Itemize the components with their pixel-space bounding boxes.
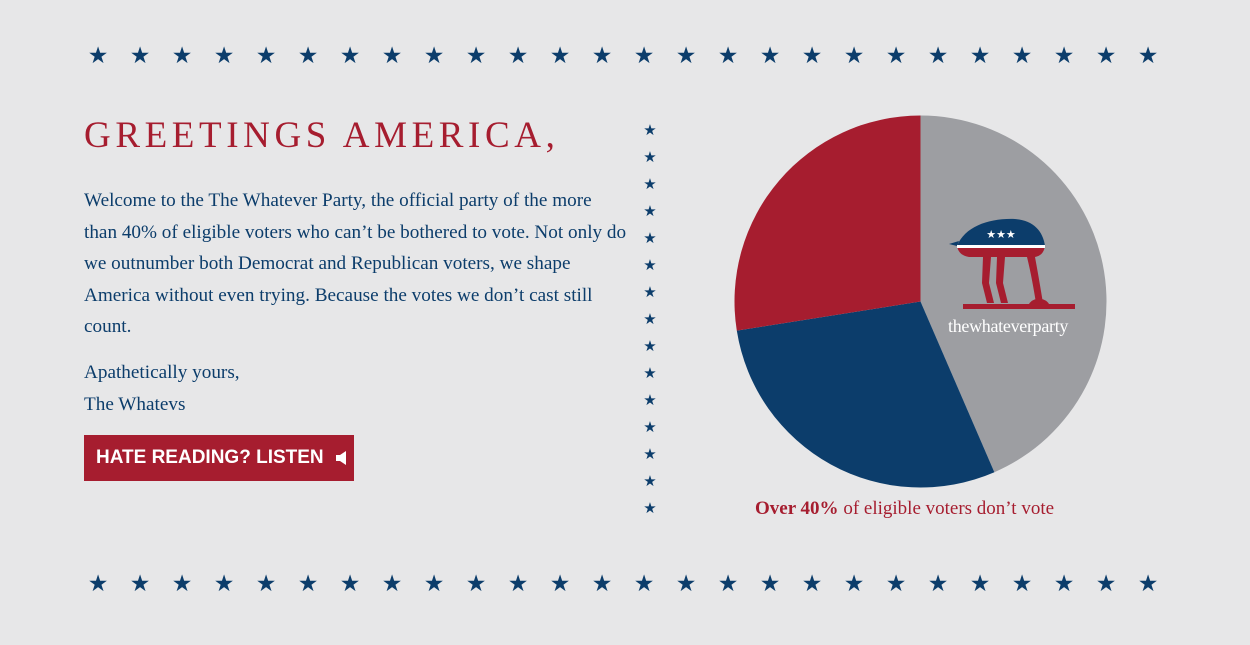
divider-star-icon: ★ — [643, 175, 657, 193]
star-icon: ★ — [1053, 43, 1075, 69]
star-icon: ★ — [633, 571, 655, 597]
star-icon: ★ — [591, 571, 613, 597]
star-icon: ★ — [843, 571, 865, 597]
divider-star-icon: ★ — [643, 472, 657, 490]
star-icon: ★ — [297, 43, 319, 69]
caption-text: of eligible voters don’t vote — [838, 498, 1055, 519]
divider-star-icon: ★ — [643, 256, 657, 274]
page-heading: GREETINGS AMERICA, — [84, 115, 560, 156]
speaker-icon — [335, 450, 350, 466]
divider-star-icon: ★ — [643, 229, 657, 247]
star-icon: ★ — [1053, 571, 1075, 597]
star-icon: ★ — [801, 43, 823, 69]
star-icon: ★ — [213, 43, 235, 69]
star-icon: ★ — [1011, 43, 1033, 69]
star-icon: ★ — [339, 571, 361, 597]
caption-highlight: Over 40% — [755, 498, 839, 519]
star-icon: ★ — [213, 571, 235, 597]
star-icon: ★ — [1137, 43, 1159, 69]
star-icon: ★ — [969, 43, 991, 69]
star-icon: ★ — [507, 43, 529, 69]
signoff: Apathetically yours, The Whatevs — [84, 357, 240, 421]
divider-star-icon: ★ — [643, 418, 657, 436]
star-icon: ★ — [171, 571, 193, 597]
logo-wordmark: thewhateverparty — [948, 316, 1069, 336]
star-icon: ★ — [717, 571, 739, 597]
divider-star-icon: ★ — [643, 202, 657, 220]
star-icon: ★ — [843, 43, 865, 69]
star-icon: ★ — [1137, 571, 1159, 597]
star-icon: ★ — [465, 43, 487, 69]
divider-star-icon: ★ — [643, 445, 657, 463]
listen-button-label: HATE READING? LISTEN — [96, 447, 324, 468]
star-icon: ★ — [717, 43, 739, 69]
star-icon: ★ — [339, 43, 361, 69]
divider-star-icon: ★ — [643, 337, 657, 355]
star-icon: ★ — [969, 571, 991, 597]
star-icon: ★ — [381, 43, 403, 69]
star-icon: ★ — [675, 43, 697, 69]
star-icon: ★ — [927, 571, 949, 597]
star-icon: ★ — [507, 571, 529, 597]
divider-star-icon: ★ — [643, 364, 657, 382]
star-icon: ★ — [255, 43, 277, 69]
divider-star-column: ★ ★ ★ ★ ★ ★ ★ ★ ★ ★ ★ ★ ★ ★ ★ — [640, 119, 660, 524]
star-icon: ★ — [423, 571, 445, 597]
star-icon: ★ — [759, 571, 781, 597]
logo-stars: ★★★ — [986, 228, 1016, 241]
bottom-star-border: ★ ★ ★ ★ ★ ★ ★ ★ ★ ★ ★ ★ ★ ★ ★ ★ ★ ★ ★ ★ ★ ★ ★ ★ ★ ★ — [86, 572, 1166, 596]
divider-star-icon: ★ — [643, 391, 657, 409]
star-icon: ★ — [1095, 571, 1117, 597]
star-icon: ★ — [885, 571, 907, 597]
star-icon: ★ — [549, 43, 571, 69]
signoff-line-2: The Whatevs — [84, 394, 186, 415]
star-icon: ★ — [129, 43, 151, 69]
listen-button[interactable]: HATE READING? LISTEN — [84, 435, 354, 481]
divider-star-icon: ★ — [643, 499, 657, 517]
star-icon: ★ — [381, 571, 403, 597]
star-icon: ★ — [549, 571, 571, 597]
star-icon: ★ — [1095, 43, 1117, 69]
star-icon: ★ — [885, 43, 907, 69]
star-icon: ★ — [171, 43, 193, 69]
top-star-border: ★ ★ ★ ★ ★ ★ ★ ★ ★ ★ ★ ★ ★ ★ ★ ★ ★ ★ ★ ★ ★ ★ ★ ★ ★ ★ — [86, 44, 1166, 68]
star-icon: ★ — [633, 43, 655, 69]
star-icon: ★ — [927, 43, 949, 69]
star-icon: ★ — [675, 571, 697, 597]
divider-star-icon: ★ — [643, 310, 657, 328]
pie-chart — [734, 115, 1107, 488]
divider-star-icon: ★ — [643, 148, 657, 166]
star-icon: ★ — [423, 43, 445, 69]
star-icon: ★ — [801, 571, 823, 597]
divider-star-icon: ★ — [643, 283, 657, 301]
star-icon: ★ — [297, 571, 319, 597]
star-icon: ★ — [465, 571, 487, 597]
star-icon: ★ — [591, 43, 613, 69]
star-icon: ★ — [87, 571, 109, 597]
signoff-line-1: Apathetically yours, — [84, 362, 240, 383]
chart-caption: Over 40% of eligible voters don’t vote — [755, 498, 1054, 520]
pie-slice-2 — [736, 301, 995, 488]
star-icon: ★ — [759, 43, 781, 69]
intro-paragraph: Welcome to the The Whatever Party, the o… — [84, 190, 627, 337]
star-icon: ★ — [87, 43, 109, 69]
star-icon: ★ — [255, 571, 277, 597]
star-icon: ★ — [129, 571, 151, 597]
divider-star-icon: ★ — [643, 121, 657, 139]
star-icon: ★ — [1011, 571, 1033, 597]
pie-slice-3 — [734, 115, 921, 331]
pie-slice-1 — [920, 115, 1107, 473]
ostrich-mascot-icon: ★★★ — [949, 218, 1075, 309]
